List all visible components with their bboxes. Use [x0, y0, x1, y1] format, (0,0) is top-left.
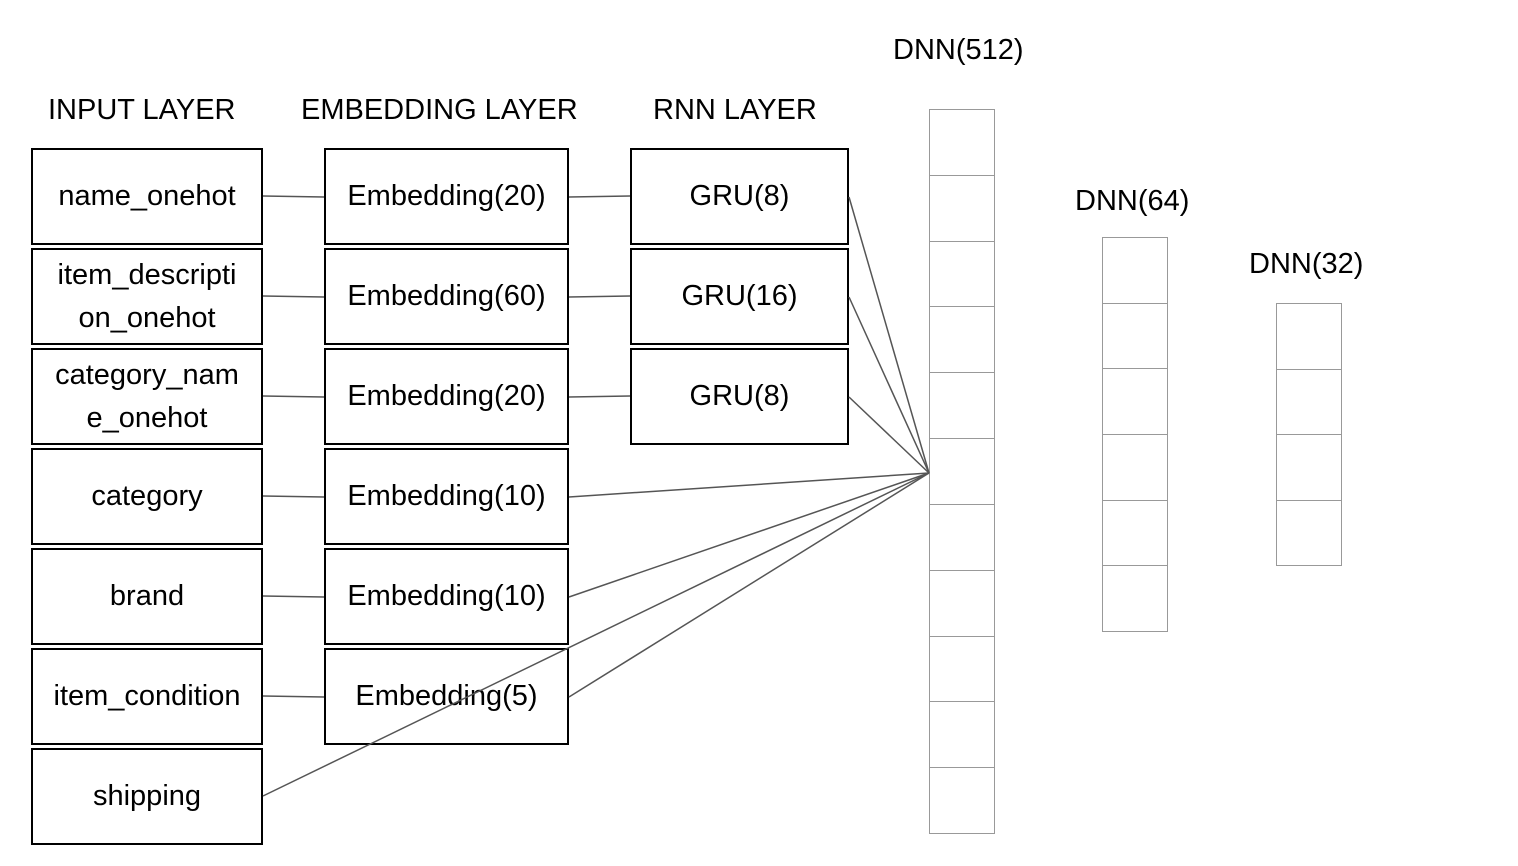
- input-box-category: category: [31, 448, 263, 545]
- input-label-line2: e_onehot: [55, 397, 239, 440]
- dnn-neuron-cell: [1277, 304, 1341, 369]
- dnn-neuron-cell: [930, 570, 994, 636]
- gru-label: GRU(16): [681, 275, 797, 318]
- connector-line: [569, 196, 630, 197]
- dnn-neuron-cell: [930, 241, 994, 307]
- dnn-512-title: DNN(512): [893, 34, 1024, 67]
- dnn-neuron-cell: [1277, 500, 1341, 566]
- dnn-32-title: DNN(32): [1249, 248, 1363, 281]
- dnn-neuron-cell: [1277, 434, 1341, 500]
- rnn-layer-header: RNN LAYER: [653, 94, 817, 127]
- connector-line: [569, 396, 630, 397]
- connector-line: [569, 473, 929, 697]
- embedding-box: Embedding(10): [324, 548, 569, 645]
- input-box-brand: brand: [31, 548, 263, 645]
- dnn-neuron-cell: [1103, 238, 1167, 303]
- dnn-neuron-cell: [930, 306, 994, 372]
- dnn-neuron-cell: [1103, 303, 1167, 369]
- input-label: brand: [110, 575, 184, 618]
- connector-line: [263, 496, 324, 497]
- input-label-line2: on_onehot: [58, 297, 237, 340]
- embedding-box: Embedding(20): [324, 348, 569, 445]
- dnn-neuron-cell: [930, 504, 994, 570]
- connector-line: [569, 296, 630, 297]
- connector-line: [263, 596, 324, 597]
- input-label: shipping: [93, 775, 201, 818]
- embedding-box: Embedding(5): [324, 648, 569, 745]
- connector-line: [569, 473, 929, 497]
- gru-box: GRU(16): [630, 248, 849, 345]
- connector-line: [849, 197, 929, 473]
- dnn-neuron-cell: [930, 110, 994, 175]
- input-box-name-onehot: name_onehot: [31, 148, 263, 245]
- input-box-category-name-onehot: category_nam e_onehot: [31, 348, 263, 445]
- dnn-neuron-cell: [930, 372, 994, 438]
- dnn-neuron-cell: [930, 636, 994, 702]
- input-box-item-description-onehot: item_descripti on_onehot: [31, 248, 263, 345]
- connector-line: [849, 297, 929, 473]
- embedding-label: Embedding(10): [347, 575, 545, 618]
- embedding-box: Embedding(60): [324, 248, 569, 345]
- dnn-neuron-cell: [930, 175, 994, 241]
- input-layer-header: INPUT LAYER: [48, 94, 235, 127]
- gru-box: GRU(8): [630, 348, 849, 445]
- input-box-shipping: shipping: [31, 748, 263, 845]
- connector-line: [263, 396, 324, 397]
- input-label: category_nam: [55, 354, 239, 397]
- embedding-layer-header: EMBEDDING LAYER: [301, 94, 578, 127]
- input-label: category: [91, 475, 202, 518]
- gru-label: GRU(8): [690, 175, 790, 218]
- dnn-neuron-cell: [930, 767, 994, 833]
- embedding-label: Embedding(10): [347, 475, 545, 518]
- connector-line: [569, 473, 929, 597]
- embedding-label: Embedding(5): [355, 675, 537, 718]
- dnn-neuron-cell: [1103, 368, 1167, 434]
- connector-line: [263, 296, 324, 297]
- input-label: item_condition: [54, 675, 241, 718]
- dnn-neuron-cell: [1277, 369, 1341, 435]
- dnn-512-layer: [929, 109, 995, 834]
- dnn-64-title: DNN(64): [1075, 185, 1189, 218]
- dnn-neuron-cell: [930, 438, 994, 504]
- dnn-neuron-cell: [1103, 500, 1167, 566]
- gru-box: GRU(8): [630, 148, 849, 245]
- input-box-item-condition: item_condition: [31, 648, 263, 745]
- embedding-box: Embedding(10): [324, 448, 569, 545]
- gru-label: GRU(8): [690, 375, 790, 418]
- embedding-label: Embedding(20): [347, 175, 545, 218]
- dnn-32-layer: [1276, 303, 1342, 566]
- input-label: name_onehot: [58, 175, 235, 218]
- connector-line: [849, 397, 929, 473]
- dnn-neuron-cell: [930, 701, 994, 767]
- dnn-neuron-cell: [1103, 565, 1167, 631]
- dnn-64-layer: [1102, 237, 1168, 632]
- input-label: item_descripti: [58, 254, 237, 297]
- connector-line: [263, 196, 324, 197]
- embedding-box: Embedding(20): [324, 148, 569, 245]
- embedding-label: Embedding(20): [347, 375, 545, 418]
- embedding-label: Embedding(60): [347, 275, 545, 318]
- dnn-neuron-cell: [1103, 434, 1167, 500]
- connector-line: [263, 696, 324, 697]
